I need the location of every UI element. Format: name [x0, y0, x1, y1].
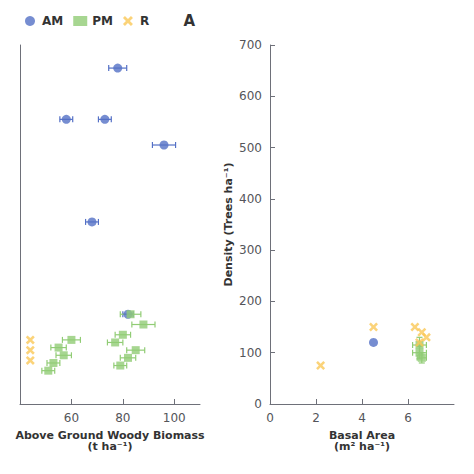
- svg-text:400: 400: [239, 192, 262, 206]
- svg-text:100: 100: [163, 411, 186, 425]
- svg-text:AM: AM: [42, 14, 63, 28]
- svg-text:4: 4: [358, 411, 366, 425]
- svg-text:700: 700: [239, 38, 262, 52]
- svg-text:PM: PM: [92, 14, 113, 28]
- svg-text:(m² ha⁻¹): (m² ha⁻¹): [334, 440, 390, 453]
- svg-text:200: 200: [239, 294, 262, 308]
- svg-text:0: 0: [266, 411, 274, 425]
- svg-text:600: 600: [239, 89, 262, 103]
- svg-text:2: 2: [312, 411, 320, 425]
- svg-text:A: A: [183, 12, 195, 30]
- svg-text:Density (Trees ha⁻¹): Density (Trees ha⁻¹): [222, 163, 235, 287]
- svg-text:(t ha⁻¹): (t ha⁻¹): [87, 440, 132, 453]
- svg-text:80: 80: [115, 411, 130, 425]
- svg-text:0: 0: [254, 397, 262, 411]
- svg-text:Basal Area: Basal Area: [328, 429, 396, 442]
- svg-text:Above Ground Woody Biomass: Above Ground Woody Biomass: [15, 429, 205, 442]
- svg-text:6: 6: [404, 411, 412, 425]
- svg-text:500: 500: [239, 141, 262, 155]
- svg-text:300: 300: [239, 243, 262, 257]
- svg-text:R: R: [140, 14, 149, 28]
- svg-text:60: 60: [64, 411, 79, 425]
- svg-text:100: 100: [239, 346, 262, 360]
